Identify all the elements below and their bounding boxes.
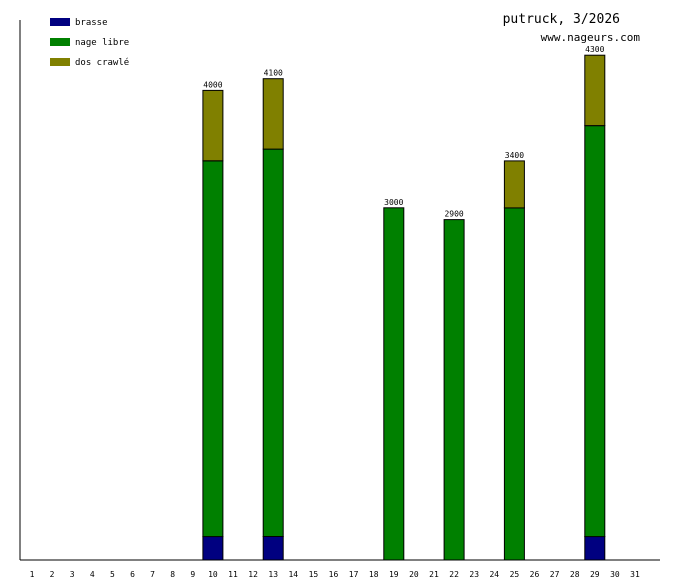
- bar-day-25-2: [503, 160, 525, 209]
- x-tick-label-27: 27: [550, 570, 560, 579]
- x-tick-label-29: 29: [590, 570, 600, 579]
- total-labels: 4000 4100 3000 2900 3400 4300: [203, 45, 604, 218]
- x-tick-label-28: 28: [570, 570, 580, 579]
- legend-swatch-1: [50, 38, 70, 46]
- x-tick-label-11: 11: [228, 570, 238, 579]
- bar-day-25-1: [503, 207, 525, 561]
- total-label-day-25: 3400: [505, 151, 524, 160]
- x-tick-labels: 1 2 3 4 5 6 7 8 9 10 11 12 13 14 15 16 17 18 19 20 21 22 23 24 2…: [30, 570, 640, 579]
- total-label-day-22: 2900: [444, 210, 463, 219]
- x-tick-label-22: 22: [449, 570, 459, 579]
- bar-day-10-2: [202, 89, 224, 162]
- bar-day-19-1: [383, 207, 405, 561]
- total-label-day-19: 3000: [384, 198, 403, 207]
- bar-day-29-2: [584, 54, 606, 127]
- x-tick-label-18: 18: [369, 570, 379, 579]
- site-url: www.nageurs.com: [541, 31, 641, 44]
- chart-title: putruck, 3/2026: [503, 12, 620, 27]
- total-label-day-29: 4300: [585, 45, 604, 54]
- x-tick-label-24: 24: [489, 570, 499, 579]
- bar-day-13-0: [262, 536, 284, 561]
- x-tick-label-14: 14: [288, 570, 298, 579]
- legend-swatch-2: [50, 58, 70, 66]
- x-tick-label-3: 3: [70, 570, 75, 579]
- legend-label-0: brasse: [75, 18, 108, 28]
- x-tick-label-16: 16: [329, 570, 339, 579]
- x-tick-label-9: 9: [190, 570, 195, 579]
- x-tick-label-5: 5: [110, 570, 115, 579]
- bar-day-13-1: [262, 148, 284, 537]
- bar-day-10-0: [202, 536, 224, 561]
- total-label-day-10: 4000: [203, 80, 222, 89]
- x-tick-label-31: 31: [630, 570, 640, 579]
- bars: [202, 54, 606, 561]
- x-tick-label-23: 23: [469, 570, 479, 579]
- total-label-day-13: 4100: [264, 69, 283, 78]
- x-tick-label-8: 8: [170, 570, 175, 579]
- x-tick-label-4: 4: [90, 570, 95, 579]
- x-tick-label-17: 17: [349, 570, 359, 579]
- bar-day-29-1: [584, 125, 606, 538]
- bar-day-29-0: [584, 536, 606, 561]
- bar-day-13-2: [262, 78, 284, 150]
- x-tick-label-6: 6: [130, 570, 135, 579]
- x-tick-label-15: 15: [309, 570, 319, 579]
- x-tick-label-1: 1: [30, 570, 35, 579]
- x-tick-label-26: 26: [530, 570, 540, 579]
- x-tick-label-10: 10: [208, 570, 218, 579]
- legend-swatch-0: [50, 18, 70, 26]
- legend: brasse nage libre dos crawlé: [50, 18, 129, 68]
- legend-label-1: nage libre: [75, 38, 129, 48]
- x-tick-label-13: 13: [268, 570, 278, 579]
- bar-day-22-1: [443, 219, 465, 561]
- x-tick-label-20: 20: [409, 570, 419, 579]
- x-tick-label-2: 2: [50, 570, 55, 579]
- bar-day-10-1: [202, 160, 224, 538]
- x-tick-label-21: 21: [429, 570, 439, 579]
- x-tick-label-25: 25: [510, 570, 520, 579]
- x-tick-label-30: 30: [610, 570, 620, 579]
- legend-label-2: dos crawlé: [75, 57, 129, 68]
- x-tick-label-19: 19: [389, 570, 399, 579]
- x-tick-label-7: 7: [150, 570, 155, 579]
- x-tick-label-12: 12: [248, 570, 258, 579]
